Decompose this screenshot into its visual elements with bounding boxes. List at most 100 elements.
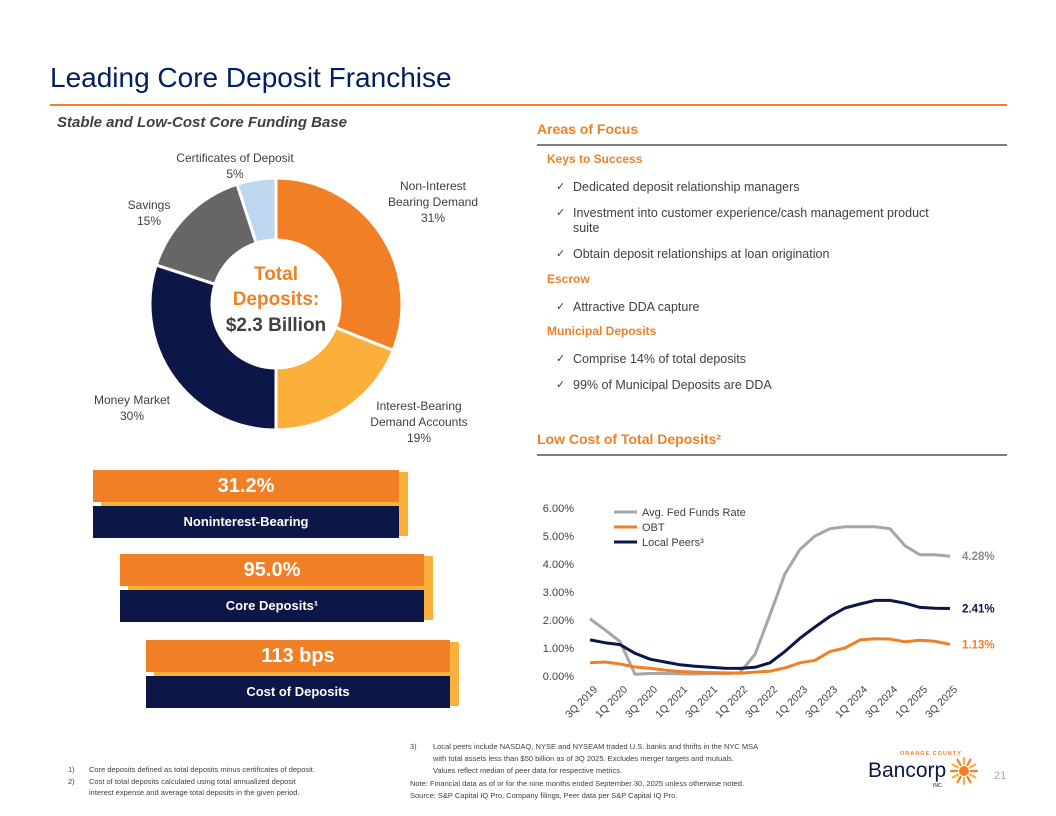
footnote-2-text-cont: interest expense and average total depos… <box>89 788 300 797</box>
sun-ray <box>951 773 960 779</box>
checkmark-icon: ✓ <box>556 379 566 391</box>
donut-slice-money-market <box>148 263 278 432</box>
x-tick-label: 3Q 2025 <box>923 684 960 721</box>
footnote-3-num: 3) <box>410 742 417 751</box>
checkmark-icon: ✓ <box>556 301 566 313</box>
footnote-1-text: Core deposits defined as total deposits … <box>89 765 315 774</box>
series-end-label: 1.13% <box>962 639 995 651</box>
bullet-text: Investment into customer experience/cash… <box>573 206 929 220</box>
series-line-obt <box>589 637 951 675</box>
kpi-core-deposits-label: Core Deposits¹ <box>120 590 424 622</box>
donut-label-savings: Savings 15% <box>114 197 184 229</box>
x-tick-label: 1Q 2024 <box>833 684 870 721</box>
x-tick-label: 1Q 2020 <box>593 684 630 721</box>
donut-label-pct: 15% <box>136 214 162 228</box>
y-tick-label: 1.00% <box>543 643 574 655</box>
donut-center-line2: Deposits: <box>233 289 320 310</box>
y-tick-label: 5.00% <box>543 531 574 543</box>
donut-label-text: Demand Accounts <box>370 415 468 429</box>
donut-label-text: Bearing Demand <box>387 195 479 209</box>
y-tick-label: 2.00% <box>543 615 574 627</box>
series-line-avg-fed-funds-rate <box>589 525 951 676</box>
x-tick-label: 3Q 2024 <box>863 684 900 721</box>
keys-to-success-heading: Keys to Success <box>547 152 643 166</box>
sun-ray <box>966 758 972 767</box>
sun-ray <box>966 775 972 784</box>
legend-label: Avg. Fed Funds Rate <box>642 507 746 519</box>
bullet-text: Attractive DDA capture <box>573 300 700 314</box>
bullet-text: Dedicated deposit relationship managers <box>573 180 800 194</box>
series-end-label: 4.28% <box>962 551 995 563</box>
bullet-text: Obtain deposit relationships at loan ori… <box>573 247 830 261</box>
municipal-deposits-heading: Municipal Deposits <box>547 324 657 338</box>
sun-ray <box>956 775 962 784</box>
left-subtitle: Stable and Low-Cost Core Funding Base <box>57 114 348 131</box>
donut-slice-certificates-of-deposit <box>235 176 278 246</box>
donut-label-pct: 19% <box>406 431 432 445</box>
bullet-item: ✓ Attractive DDA capture <box>556 299 1006 315</box>
footnote-1-num: 1) <box>68 765 75 774</box>
title-divider <box>50 104 1007 106</box>
bullet-item: ✓ Dedicated deposit relationship manager… <box>556 179 1006 195</box>
donut-slice-interest-bearing-demand-accounts <box>274 325 396 432</box>
x-tick-label: 3Q 2022 <box>743 684 780 721</box>
donut-label-pct: 31% <box>420 211 446 225</box>
checkmark-icon: ✓ <box>556 181 566 193</box>
donut-label-money-market: Money Market 30% <box>82 392 182 424</box>
sun-ray <box>956 758 962 767</box>
donut-label-text: Money Market <box>93 393 171 407</box>
kpi-noninterest-label: Noninterest-Bearing <box>93 506 399 538</box>
y-tick-label: 4.00% <box>543 559 574 571</box>
kpi-cost-value: 113 bps <box>146 640 450 672</box>
logo-main-text: Bancorp <box>868 759 947 782</box>
bullet-item: ✓ Investment into customer experience/ca… <box>556 205 1006 221</box>
sun-ray <box>968 763 977 769</box>
y-tick-label: 0.00% <box>543 671 574 683</box>
sun-logo-icon <box>950 757 978 785</box>
bullet-text: Comprise 14% of total deposits <box>573 352 747 366</box>
donut-label-noninterest: Non-Interest Bearing Demand 31% <box>372 178 494 226</box>
bullet-text: 99% of Municipal Deposits are DDA <box>573 378 772 392</box>
y-tick-label: 6.00% <box>543 503 574 515</box>
donut-slice-non-interest-bearing-demand <box>274 176 404 353</box>
donut-label-pct: 5% <box>226 167 244 181</box>
donut-label-text: Savings <box>127 198 171 212</box>
sun-ray <box>968 773 977 779</box>
donut-label-cd: Certificates of Deposit 5% <box>160 150 310 182</box>
areas-of-focus-heading: Areas of Focus <box>537 121 639 137</box>
bullet-item: ✓ Obtain deposit relationships at loan o… <box>556 246 1006 262</box>
donut-center-line3: $2.3 Billion <box>226 315 326 336</box>
series-end-label: 2.41% <box>962 604 995 616</box>
bullet-item: ✓ Comprise 14% of total deposits <box>556 351 1006 367</box>
source-text: Source: S&P Capital IQ Pro, Company fili… <box>410 791 678 800</box>
footnote-2-text: Cost of total deposits calculated using … <box>89 777 296 786</box>
legend-label: Local Peers³ <box>642 537 704 549</box>
escrow-heading: Escrow <box>547 272 590 286</box>
kpi-noninterest-value: 31.2% <box>93 470 399 502</box>
company-logo: ORANGE COUNTY Bancorp INC. <box>862 751 982 793</box>
x-tick-label: 1Q 2025 <box>893 684 930 721</box>
donut-label-text: Interest-Bearing <box>376 399 462 413</box>
legend-label: OBT <box>642 522 665 534</box>
donut-label-text: Non-Interest <box>399 179 467 193</box>
footnote-3-line2: with total assets less than $50 billion … <box>433 754 734 763</box>
footnote-2-num: 2) <box>68 777 75 786</box>
bullet-item: ✓ 99% of Municipal Deposits are DDA <box>556 377 1006 393</box>
bullet-item-continuation: suite <box>556 220 1006 236</box>
footnote-3-line1: Local peers include NASDAQ, NYSE and NYS… <box>433 742 759 751</box>
deposit-donut-chart: Total Deposits: $2.3 Billion <box>148 176 404 432</box>
checkmark-icon: ✓ <box>556 207 566 219</box>
donut-center-line1: Total <box>254 264 298 285</box>
section-divider <box>537 144 1007 146</box>
logo-sub-text: INC. <box>933 783 943 789</box>
cost-of-deposits-heading: Low Cost of Total Deposits² <box>537 431 722 447</box>
sun-ray <box>951 763 960 769</box>
x-tick-label: 1Q 2023 <box>773 684 810 721</box>
kpi-core-deposits-value: 95.0% <box>120 554 424 586</box>
logo-top-text: ORANGE COUNTY <box>900 751 962 757</box>
note-text: Note: Financial data as of or for the ni… <box>410 779 744 788</box>
section-divider <box>537 454 1007 456</box>
donut-label-text: Certificates of Deposit <box>176 151 294 165</box>
x-tick-label: 3Q 2019 <box>563 684 600 721</box>
page-number: 21 <box>994 770 1007 782</box>
